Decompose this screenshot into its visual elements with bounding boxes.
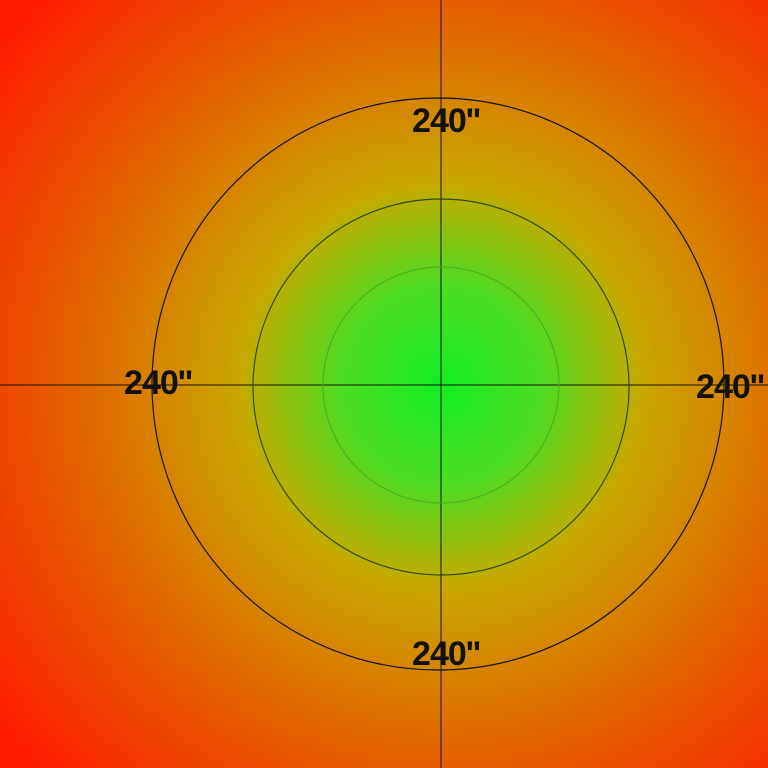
label-top: 240'' [412,102,480,140]
label-right: 240'' [696,368,764,406]
label-left: 240'' [124,364,192,402]
label-bottom: 240'' [412,635,480,673]
